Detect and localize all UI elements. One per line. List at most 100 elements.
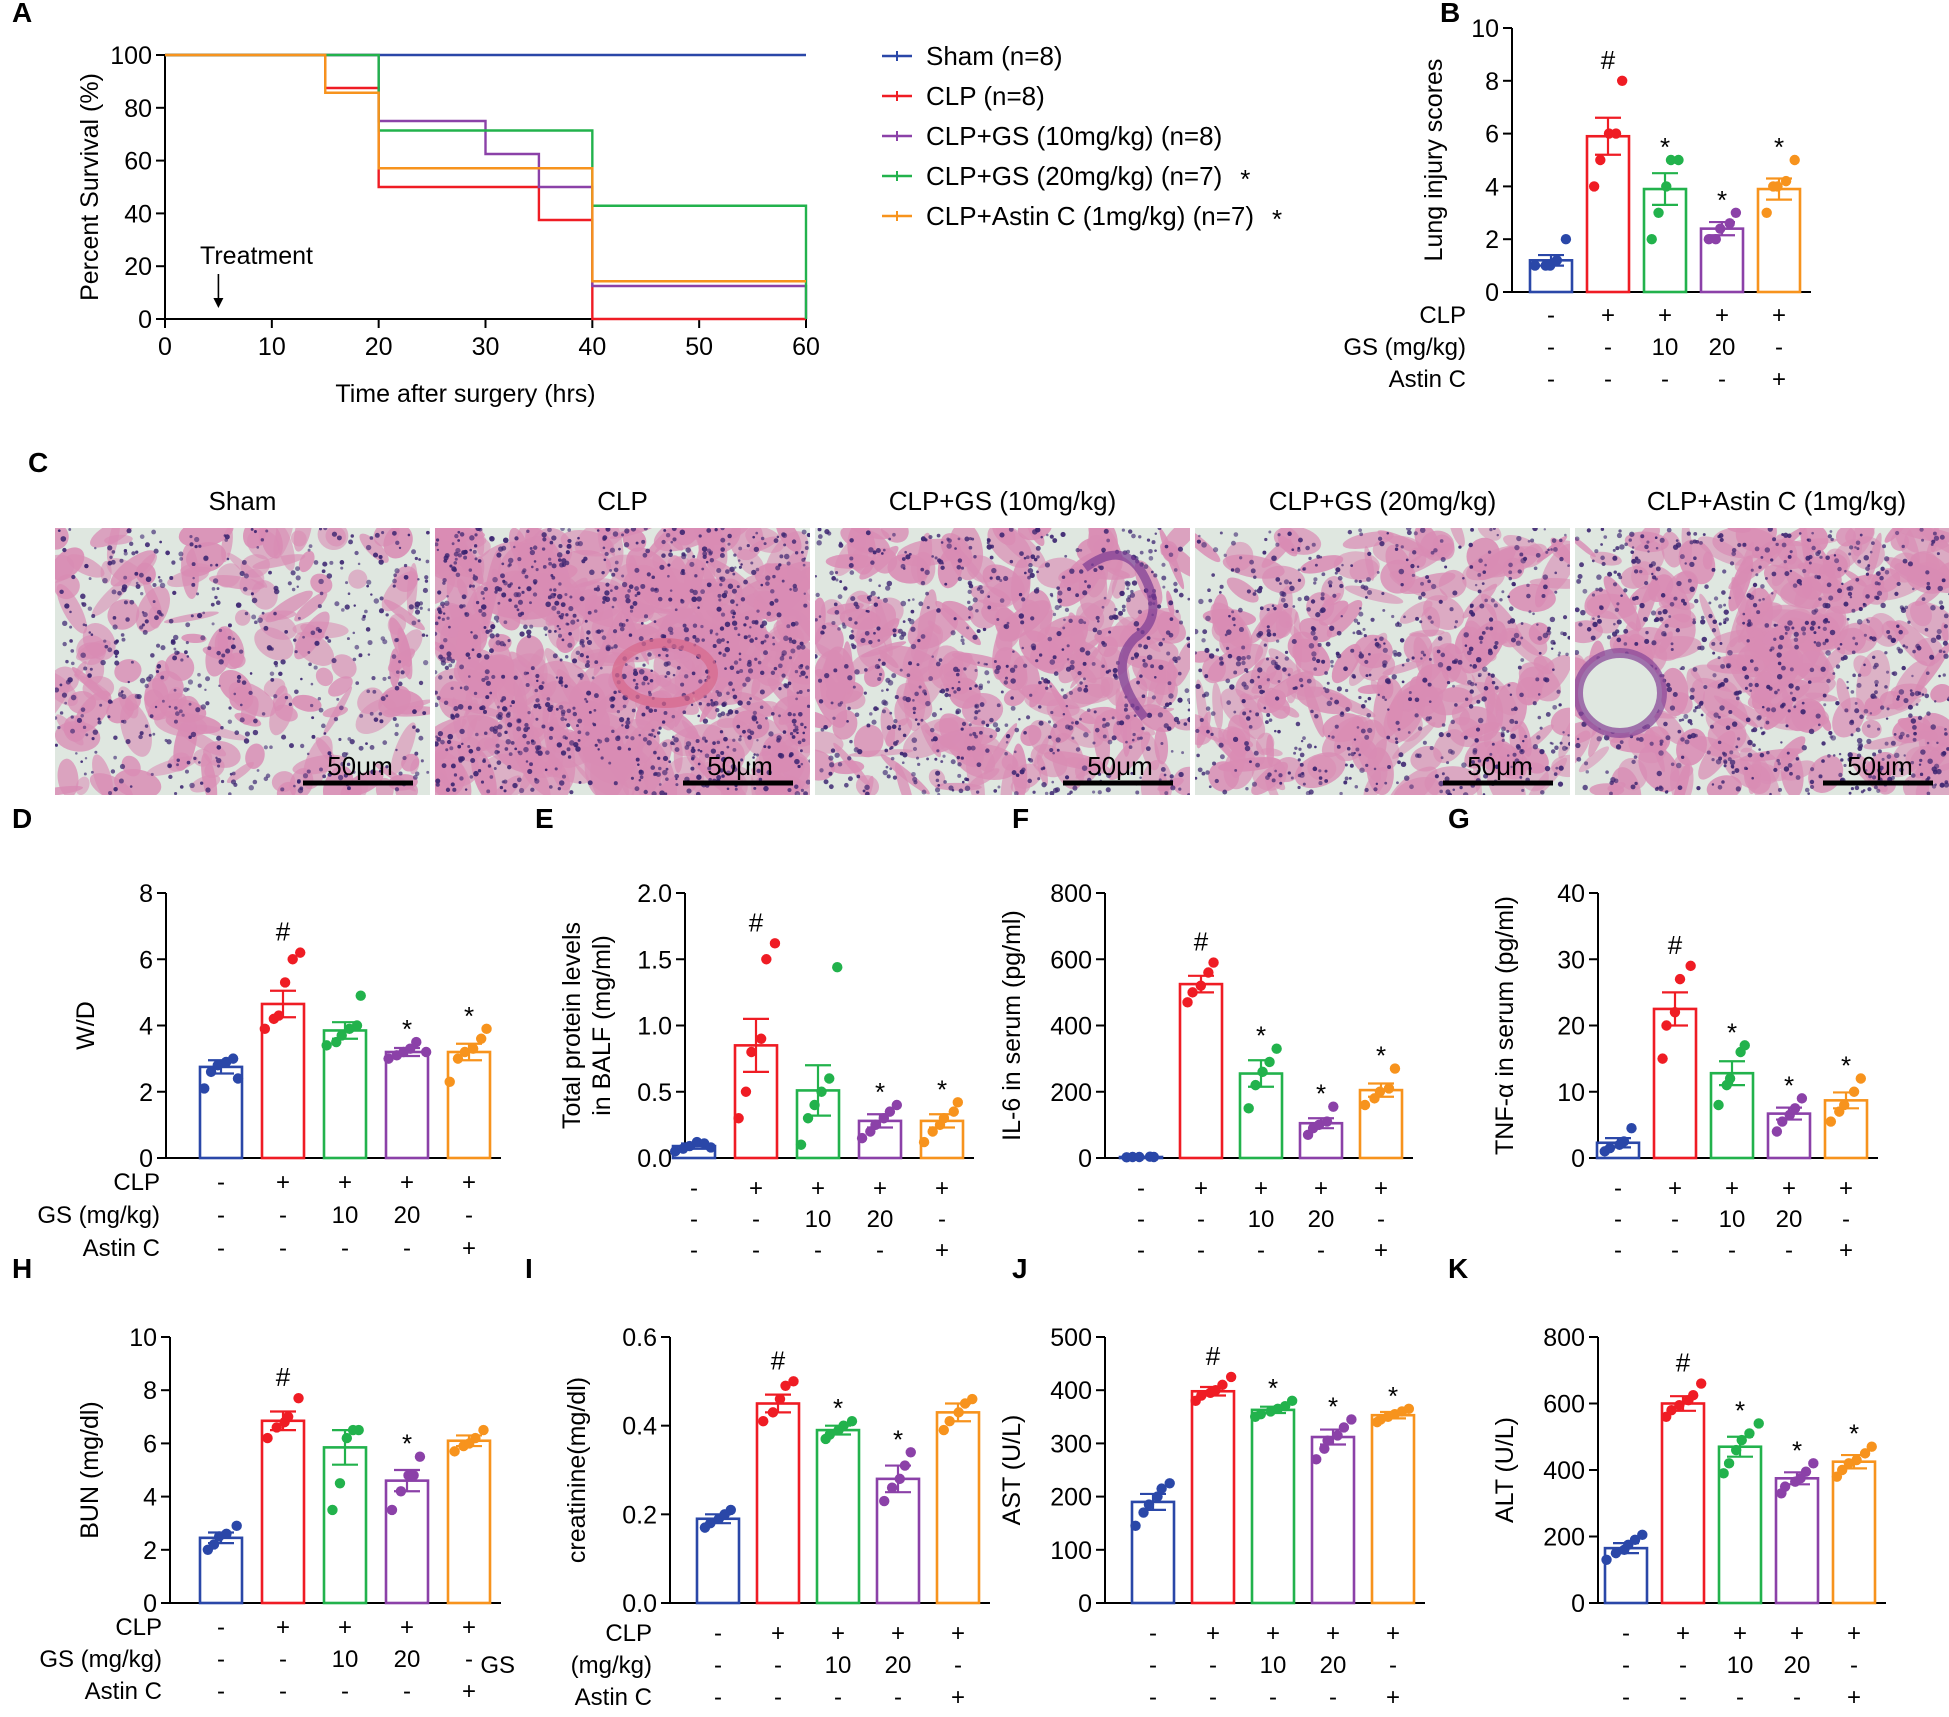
tissue <box>1735 528 1777 552</box>
nucleus <box>558 615 562 618</box>
nucleus <box>796 645 802 650</box>
nucleus <box>775 565 781 571</box>
bar-0 <box>1130 1500 1176 1605</box>
nucleus <box>1514 544 1520 551</box>
nucleus <box>369 711 374 716</box>
design-cell: 20 <box>1784 1652 1811 1679</box>
y-tick-label: 0.0 <box>622 1590 657 1618</box>
nucleus <box>280 787 285 792</box>
y-tick-label: 0 <box>143 1590 157 1618</box>
nucleus <box>561 562 566 567</box>
nucleus <box>1854 708 1860 714</box>
data-point <box>856 1132 868 1144</box>
data-point <box>467 1043 479 1054</box>
nucleus <box>886 725 892 731</box>
nucleus <box>374 532 380 538</box>
nucleus <box>716 567 722 574</box>
data-point <box>295 947 306 958</box>
nucleus <box>751 715 758 722</box>
nucleus <box>1564 533 1567 537</box>
nucleus <box>290 570 296 576</box>
nucleus <box>542 537 547 542</box>
nucleus <box>685 547 691 553</box>
tissue <box>878 649 899 669</box>
nucleus <box>1106 772 1112 779</box>
nucleus <box>1274 729 1277 733</box>
nucleus <box>1370 617 1375 622</box>
data-point <box>395 1486 407 1497</box>
nucleus <box>1052 612 1057 617</box>
nucleus <box>1146 654 1153 661</box>
nucleus <box>1279 582 1282 585</box>
y-tick-label: 200 <box>1050 1079 1092 1107</box>
tissue <box>75 776 90 795</box>
nucleus <box>1510 733 1516 740</box>
tissue <box>666 532 684 551</box>
y-tick-label: 40 <box>1557 880 1585 908</box>
data-point <box>1859 1448 1871 1459</box>
data-point <box>221 1528 232 1540</box>
nucleus <box>1225 646 1230 651</box>
y-tick-label: 20 <box>1557 1013 1585 1041</box>
y-tick-label: 0 <box>1078 1145 1092 1173</box>
nucleus <box>1093 710 1097 714</box>
nucleus <box>756 768 761 774</box>
nucleus <box>1212 761 1217 766</box>
significance-marker: * <box>833 1393 843 1423</box>
nucleus <box>362 614 366 619</box>
nucleus <box>173 647 177 651</box>
nucleus <box>787 787 792 793</box>
nucleus <box>902 733 907 738</box>
bar-3 <box>1310 1435 1356 1605</box>
nucleus <box>1222 789 1228 795</box>
nucleus <box>1238 626 1245 633</box>
nucleus <box>217 764 221 768</box>
nucleus <box>832 716 836 720</box>
nucleus <box>587 780 593 786</box>
nucleus <box>1302 736 1306 740</box>
nucleus <box>1469 664 1473 667</box>
nucleus <box>1101 664 1105 669</box>
nucleus <box>1363 634 1367 638</box>
nucleus <box>1929 654 1935 660</box>
nucleus <box>64 603 70 609</box>
nucleus <box>1132 732 1136 737</box>
nucleus <box>731 620 738 626</box>
nucleus <box>989 555 994 560</box>
tissue <box>56 584 87 634</box>
nucleus <box>1271 555 1277 562</box>
nucleus <box>739 735 742 738</box>
nucleus <box>849 538 854 543</box>
nucleus <box>634 786 640 792</box>
nucleus <box>1027 757 1031 761</box>
nucleus <box>1854 701 1858 705</box>
nucleus <box>234 730 240 736</box>
nucleus <box>911 737 918 743</box>
nucleus <box>440 656 446 663</box>
nucleus <box>974 684 978 688</box>
nucleus <box>779 554 784 559</box>
nucleus <box>1541 593 1546 599</box>
nucleus <box>394 731 399 737</box>
nucleus <box>1195 651 1198 655</box>
nucleus <box>783 543 787 547</box>
nucleus <box>1453 625 1457 629</box>
nucleus <box>1520 658 1525 662</box>
nucleus <box>168 618 174 624</box>
nucleus <box>357 562 361 566</box>
nucleus <box>1299 762 1304 767</box>
nucleus <box>464 788 468 791</box>
nucleus <box>295 575 301 581</box>
nucleus <box>459 756 465 762</box>
nucleus <box>1295 721 1301 727</box>
nucleus <box>1297 548 1301 552</box>
nucleus <box>253 718 258 724</box>
design-cell: - <box>1671 1237 1679 1264</box>
nucleus <box>847 706 851 711</box>
nucleus <box>1266 632 1272 638</box>
nucleus <box>475 528 481 532</box>
nucleus <box>1558 703 1562 707</box>
micrograph-2 <box>815 528 1190 795</box>
tissue <box>55 785 84 795</box>
